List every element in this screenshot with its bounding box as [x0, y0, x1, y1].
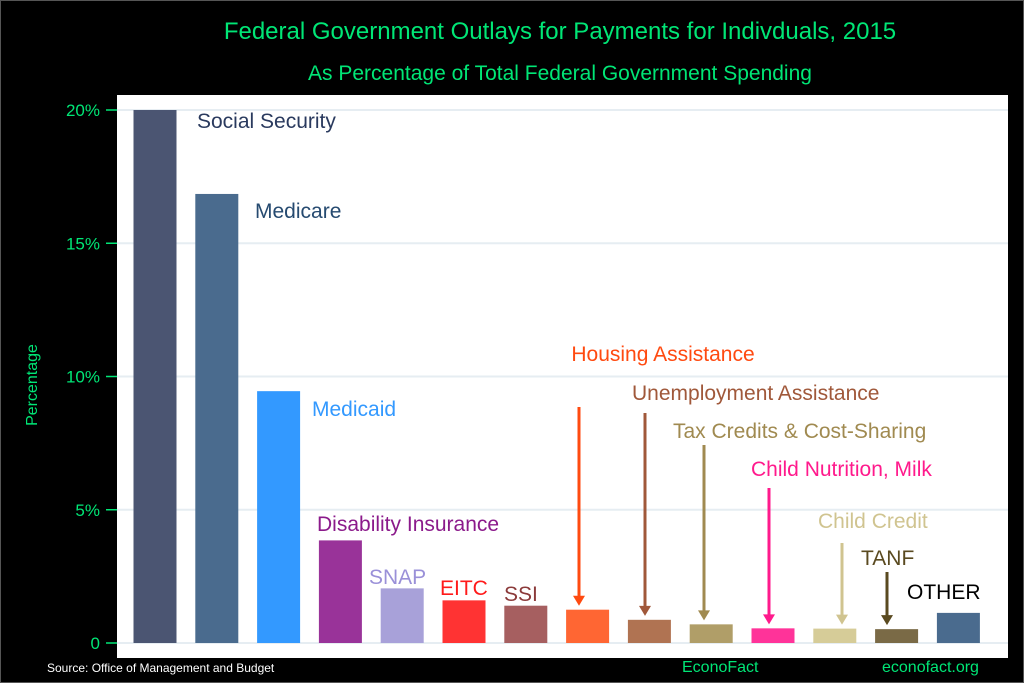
bar-ssi: [504, 605, 548, 643]
bar-child-credit: [813, 628, 857, 643]
bar-social-security: [133, 110, 177, 643]
bar-label: Tax Credits & Cost-Sharing: [673, 420, 926, 443]
bar-label: EITC: [440, 577, 488, 600]
y-tick-label: 15%: [66, 234, 100, 253]
bar-label: SNAP: [369, 566, 426, 589]
bar-label: Medicaid: [312, 398, 396, 421]
y-tick-label: 5%: [75, 501, 100, 520]
bar-housing-assistance: [566, 609, 610, 643]
arrow-head-icon: [836, 614, 848, 625]
chart-subtitle: As Percentage of Total Federal Governmen…: [308, 62, 812, 85]
site-label: econofact.org: [882, 659, 979, 676]
bar-medicaid: [257, 391, 301, 643]
source-note: Source: Office of Management and Budget: [47, 661, 275, 675]
chart-title: Federal Government Outlays for Payments …: [223, 18, 897, 45]
bar-child-nutrition-milk: [751, 628, 795, 643]
bar-label: TANF: [861, 547, 914, 570]
bar-label: Child Nutrition, Milk: [751, 458, 932, 481]
y-tick-label: 20%: [66, 101, 100, 120]
arrow-head-icon: [639, 605, 651, 616]
arrow-head-icon: [763, 614, 775, 625]
bar-eitc: [442, 600, 486, 643]
bar-label: OTHER: [907, 581, 981, 604]
bar-label: Medicare: [255, 200, 341, 223]
y-tick-label: 10%: [66, 368, 100, 387]
bar-label: Disability Insurance: [317, 513, 499, 536]
bar-medicare: [195, 193, 239, 643]
bar-tax-credits-cost-sharing: [689, 624, 733, 643]
bar-unemployment-assistance: [627, 619, 671, 643]
arrow-head-icon: [698, 610, 710, 621]
bar-tanf: [875, 629, 919, 643]
bar-other: [936, 612, 980, 643]
bar-snap: [380, 588, 424, 643]
brand-label: EconoFact: [682, 659, 759, 676]
bar-label: SSI: [504, 583, 538, 606]
bar-label: Housing Assistance: [571, 343, 754, 366]
bar-label: Child Credit: [818, 510, 928, 533]
bar-disability-insurance: [318, 540, 362, 643]
arrow-head-icon: [573, 595, 585, 606]
bar-label: Social Security: [197, 110, 336, 133]
arrow-head-icon: [881, 615, 893, 626]
bar-label: Unemployment Assistance: [632, 382, 879, 405]
y-tick-label: 0: [91, 634, 100, 653]
